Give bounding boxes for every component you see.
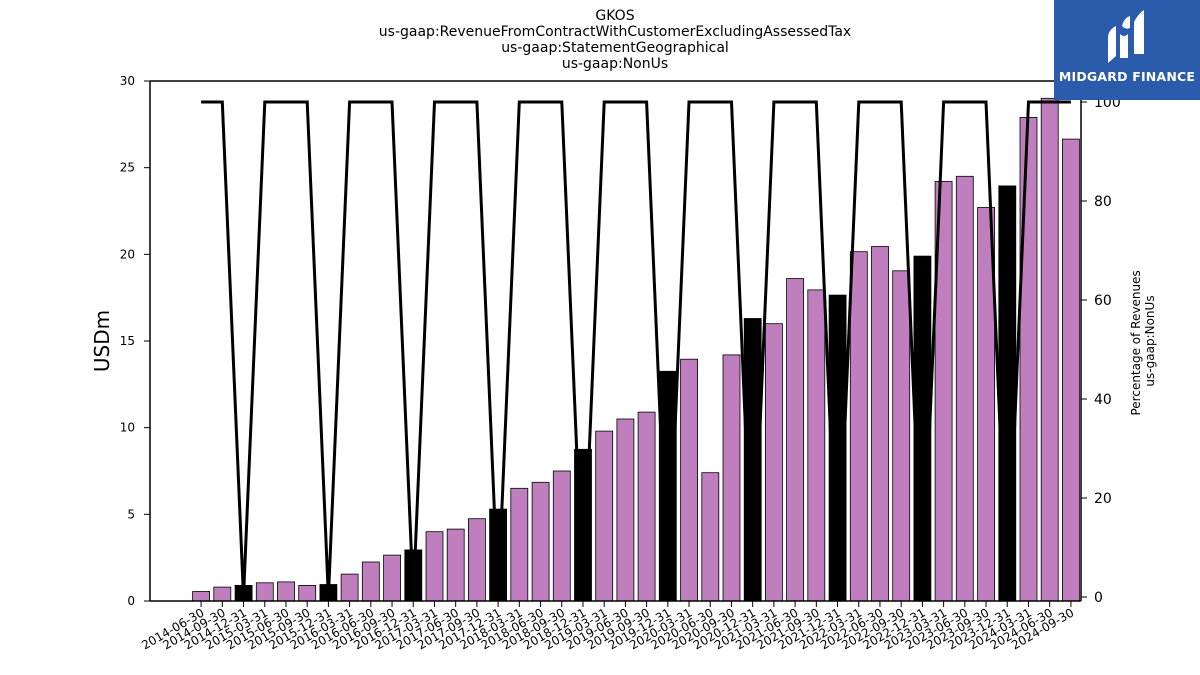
percentage-line [201, 100, 1071, 598]
y2-axis-label-line-1: Percentage of Revenues [1129, 270, 1143, 415]
bar [298, 585, 317, 602]
bar [531, 481, 550, 602]
y-tick-label: 0 [127, 594, 135, 608]
bar [701, 472, 720, 602]
bar [425, 531, 444, 602]
chart-title-line: us-gaap:StatementGeographical [501, 40, 729, 56]
bar [467, 518, 486, 602]
y-tick-label: 10 [120, 421, 135, 435]
bar [722, 354, 741, 602]
y2-axis-label: Percentage of Revenues us-gaap:NonUs [1129, 266, 1157, 415]
bar [213, 586, 232, 602]
percentage-line-group [201, 100, 1071, 598]
bar [680, 358, 698, 602]
logo-mark-icon [1108, 10, 1144, 63]
chart-title-line: GKOS [595, 8, 634, 24]
bar [595, 430, 614, 602]
logo-text: MIDGARD FINANCE [1058, 69, 1196, 84]
y2-tick-label: 20 [1094, 491, 1112, 507]
bar [616, 418, 635, 602]
bar [871, 246, 889, 602]
bar [340, 573, 359, 602]
y-tick-label: 20 [120, 247, 135, 261]
bar [892, 270, 911, 602]
y-tick-label: 5 [127, 507, 135, 521]
bar [255, 582, 274, 602]
bar [277, 581, 295, 602]
chart-title-line: us-gaap:NonUs [562, 56, 668, 72]
bar [1062, 138, 1080, 602]
y-tick-label: 25 [120, 161, 135, 175]
bar [786, 278, 804, 602]
bar [361, 561, 380, 602]
chart-title-line: us-gaap:RevenueFromContractWithCustomerE… [379, 24, 851, 40]
bar [765, 323, 783, 602]
bar [1040, 97, 1059, 602]
bar [849, 251, 868, 602]
y-axis-label: USDm [90, 310, 114, 372]
y2-tick-label: 60 [1094, 293, 1112, 309]
x-axis-ticks: 2014-06-302014-09-302014-12-312015-03-31… [139, 601, 1076, 652]
chart-title: GKOSus-gaap:RevenueFromContractWithCusto… [379, 8, 851, 72]
bar [383, 554, 402, 602]
bar [510, 487, 529, 602]
y2-axis-label-line-2: us-gaap:NonUs [1143, 295, 1157, 386]
brand-logo: MIDGARD FINANCE [1054, 0, 1200, 100]
bar [552, 470, 571, 602]
y2-tick-label: 0 [1094, 590, 1103, 606]
bar [807, 289, 826, 602]
y2-tick-label: 40 [1094, 392, 1112, 408]
bars [192, 97, 1080, 602]
bar [1019, 117, 1038, 602]
y-tick-label: 15 [120, 334, 135, 348]
y-tick-label: 30 [120, 74, 135, 88]
bar [637, 411, 656, 602]
bar [192, 591, 211, 602]
bar [998, 185, 1017, 602]
y2-tick-label: 80 [1094, 194, 1112, 210]
bar [955, 175, 974, 602]
bar [446, 528, 465, 602]
y-axis-ticks: 0 5 10 15 20 25 30 [120, 74, 150, 608]
